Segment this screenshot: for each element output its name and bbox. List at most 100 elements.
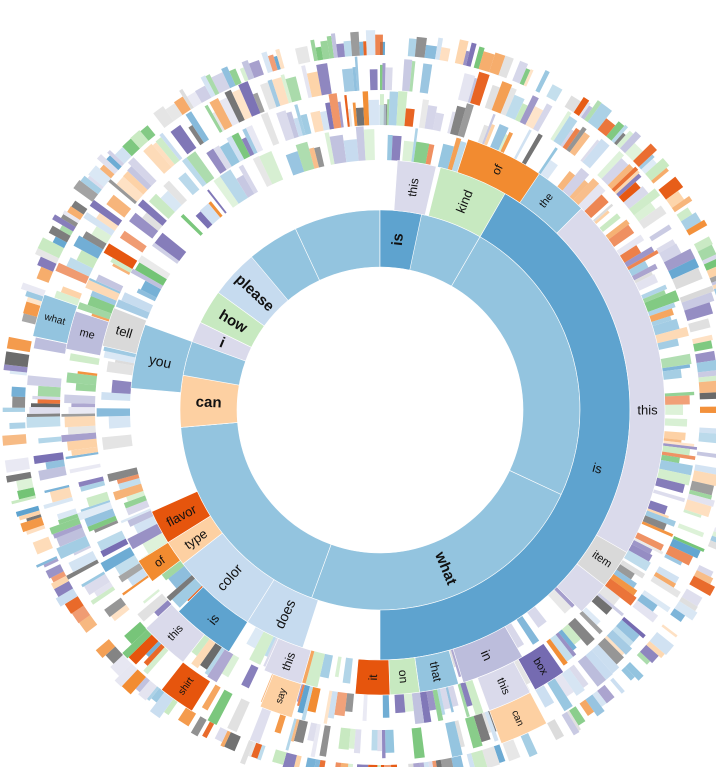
fine-segment	[706, 266, 716, 279]
fine-segment	[37, 385, 61, 398]
fine-segment	[386, 99, 390, 126]
segment-this-ring4[interactable]	[145, 603, 205, 663]
fine-segment	[554, 673, 574, 697]
fine-segment	[309, 147, 320, 169]
segment-of-ring3[interactable]	[137, 542, 181, 582]
fine-segment	[521, 133, 543, 165]
fine-segment	[337, 101, 344, 128]
fine-segment	[363, 129, 375, 161]
fine-segment	[84, 508, 116, 527]
fine-segment	[127, 568, 148, 586]
fine-segment	[384, 764, 392, 767]
fine-segment	[334, 656, 342, 678]
fine-segment	[61, 432, 97, 443]
segment-box-ring4[interactable]	[517, 643, 564, 691]
fine-segment	[191, 638, 216, 669]
fine-segment	[538, 147, 558, 175]
fine-segment	[633, 202, 656, 222]
fine-segment	[713, 288, 716, 296]
fine-segment	[212, 112, 225, 132]
fine-segment	[483, 124, 496, 146]
fine-segment	[573, 96, 590, 116]
fine-segment	[107, 467, 139, 482]
fine-segment	[601, 158, 629, 186]
fine-segment	[323, 690, 333, 724]
fine-segment	[106, 361, 134, 376]
fine-segment	[27, 375, 62, 388]
fine-segment	[684, 499, 712, 518]
segment-is-ring3[interactable]	[178, 586, 248, 653]
fine-segment	[54, 580, 74, 597]
fine-segment	[502, 739, 521, 762]
fine-segment	[4, 457, 30, 473]
fine-segment	[232, 88, 253, 120]
segment-can-ring5[interactable]	[489, 692, 548, 744]
segment-say-ring4[interactable]	[259, 673, 302, 718]
fine-segment	[419, 691, 432, 723]
fine-segment	[113, 483, 144, 501]
fine-segment	[314, 146, 325, 168]
fine-segment	[33, 452, 64, 465]
segment-shirt-ring5[interactable]	[161, 661, 211, 712]
fine-segment	[683, 509, 702, 518]
fine-segment	[688, 318, 711, 333]
fine-segment	[564, 95, 581, 113]
fine-segment	[314, 759, 321, 767]
segment-this-ring3[interactable]	[556, 208, 666, 612]
segment-it-ring3[interactable]	[354, 658, 391, 696]
fine-segment	[163, 180, 188, 206]
segment-you-ring2[interactable]	[130, 324, 193, 393]
fine-segment	[221, 654, 240, 678]
fine-segment	[439, 47, 451, 62]
fine-segment	[23, 301, 41, 317]
fine-segment	[592, 690, 607, 707]
fine-segment	[519, 95, 539, 125]
fine-segment	[49, 487, 73, 503]
fine-segment	[619, 131, 642, 154]
fine-segment	[101, 392, 131, 401]
fine-segment	[663, 440, 695, 447]
fine-segment	[641, 590, 671, 613]
fine-segment	[377, 729, 383, 752]
fine-segment	[613, 569, 637, 589]
fine-segment	[473, 46, 485, 69]
fine-segment	[33, 337, 67, 354]
fine-segment	[663, 431, 686, 441]
fine-segment	[490, 123, 509, 151]
fine-segment	[577, 655, 607, 687]
fine-segment	[665, 545, 694, 566]
fine-segment	[137, 255, 171, 280]
segment-this-ring2[interactable]	[393, 160, 437, 216]
fine-segment	[578, 101, 591, 118]
fine-segment	[56, 508, 78, 521]
fine-segment	[188, 632, 210, 656]
fine-segment	[301, 686, 314, 721]
segment-flavor-ring2[interactable]	[151, 490, 211, 543]
fine-segment	[599, 213, 621, 233]
fine-segment	[20, 516, 45, 533]
fine-segment	[35, 248, 60, 264]
segment-what-ring5[interactable]	[32, 294, 78, 344]
fine-segment	[295, 141, 315, 172]
fine-segment	[712, 284, 716, 290]
fine-segment	[121, 292, 154, 313]
fine-segment	[498, 55, 514, 79]
fine-segment	[629, 188, 661, 216]
segment-can-ring1[interactable]	[179, 374, 240, 428]
fine-segment	[615, 619, 640, 643]
fine-segment	[661, 445, 691, 456]
fine-segment	[424, 44, 438, 60]
fine-segment	[112, 263, 131, 275]
fine-segment	[350, 31, 360, 57]
segment-item-ring3[interactable]	[576, 534, 628, 586]
fine-segment	[352, 102, 358, 127]
segment-of-ring3[interactable]	[456, 138, 540, 204]
fine-segment	[657, 338, 680, 350]
fine-segment	[348, 763, 354, 767]
segment-please-ring1[interactable]	[217, 256, 289, 327]
fine-segment	[319, 725, 331, 757]
fine-segment	[493, 744, 506, 764]
fine-segment	[638, 205, 667, 229]
fine-segment	[204, 104, 223, 133]
fine-segment	[182, 157, 207, 187]
